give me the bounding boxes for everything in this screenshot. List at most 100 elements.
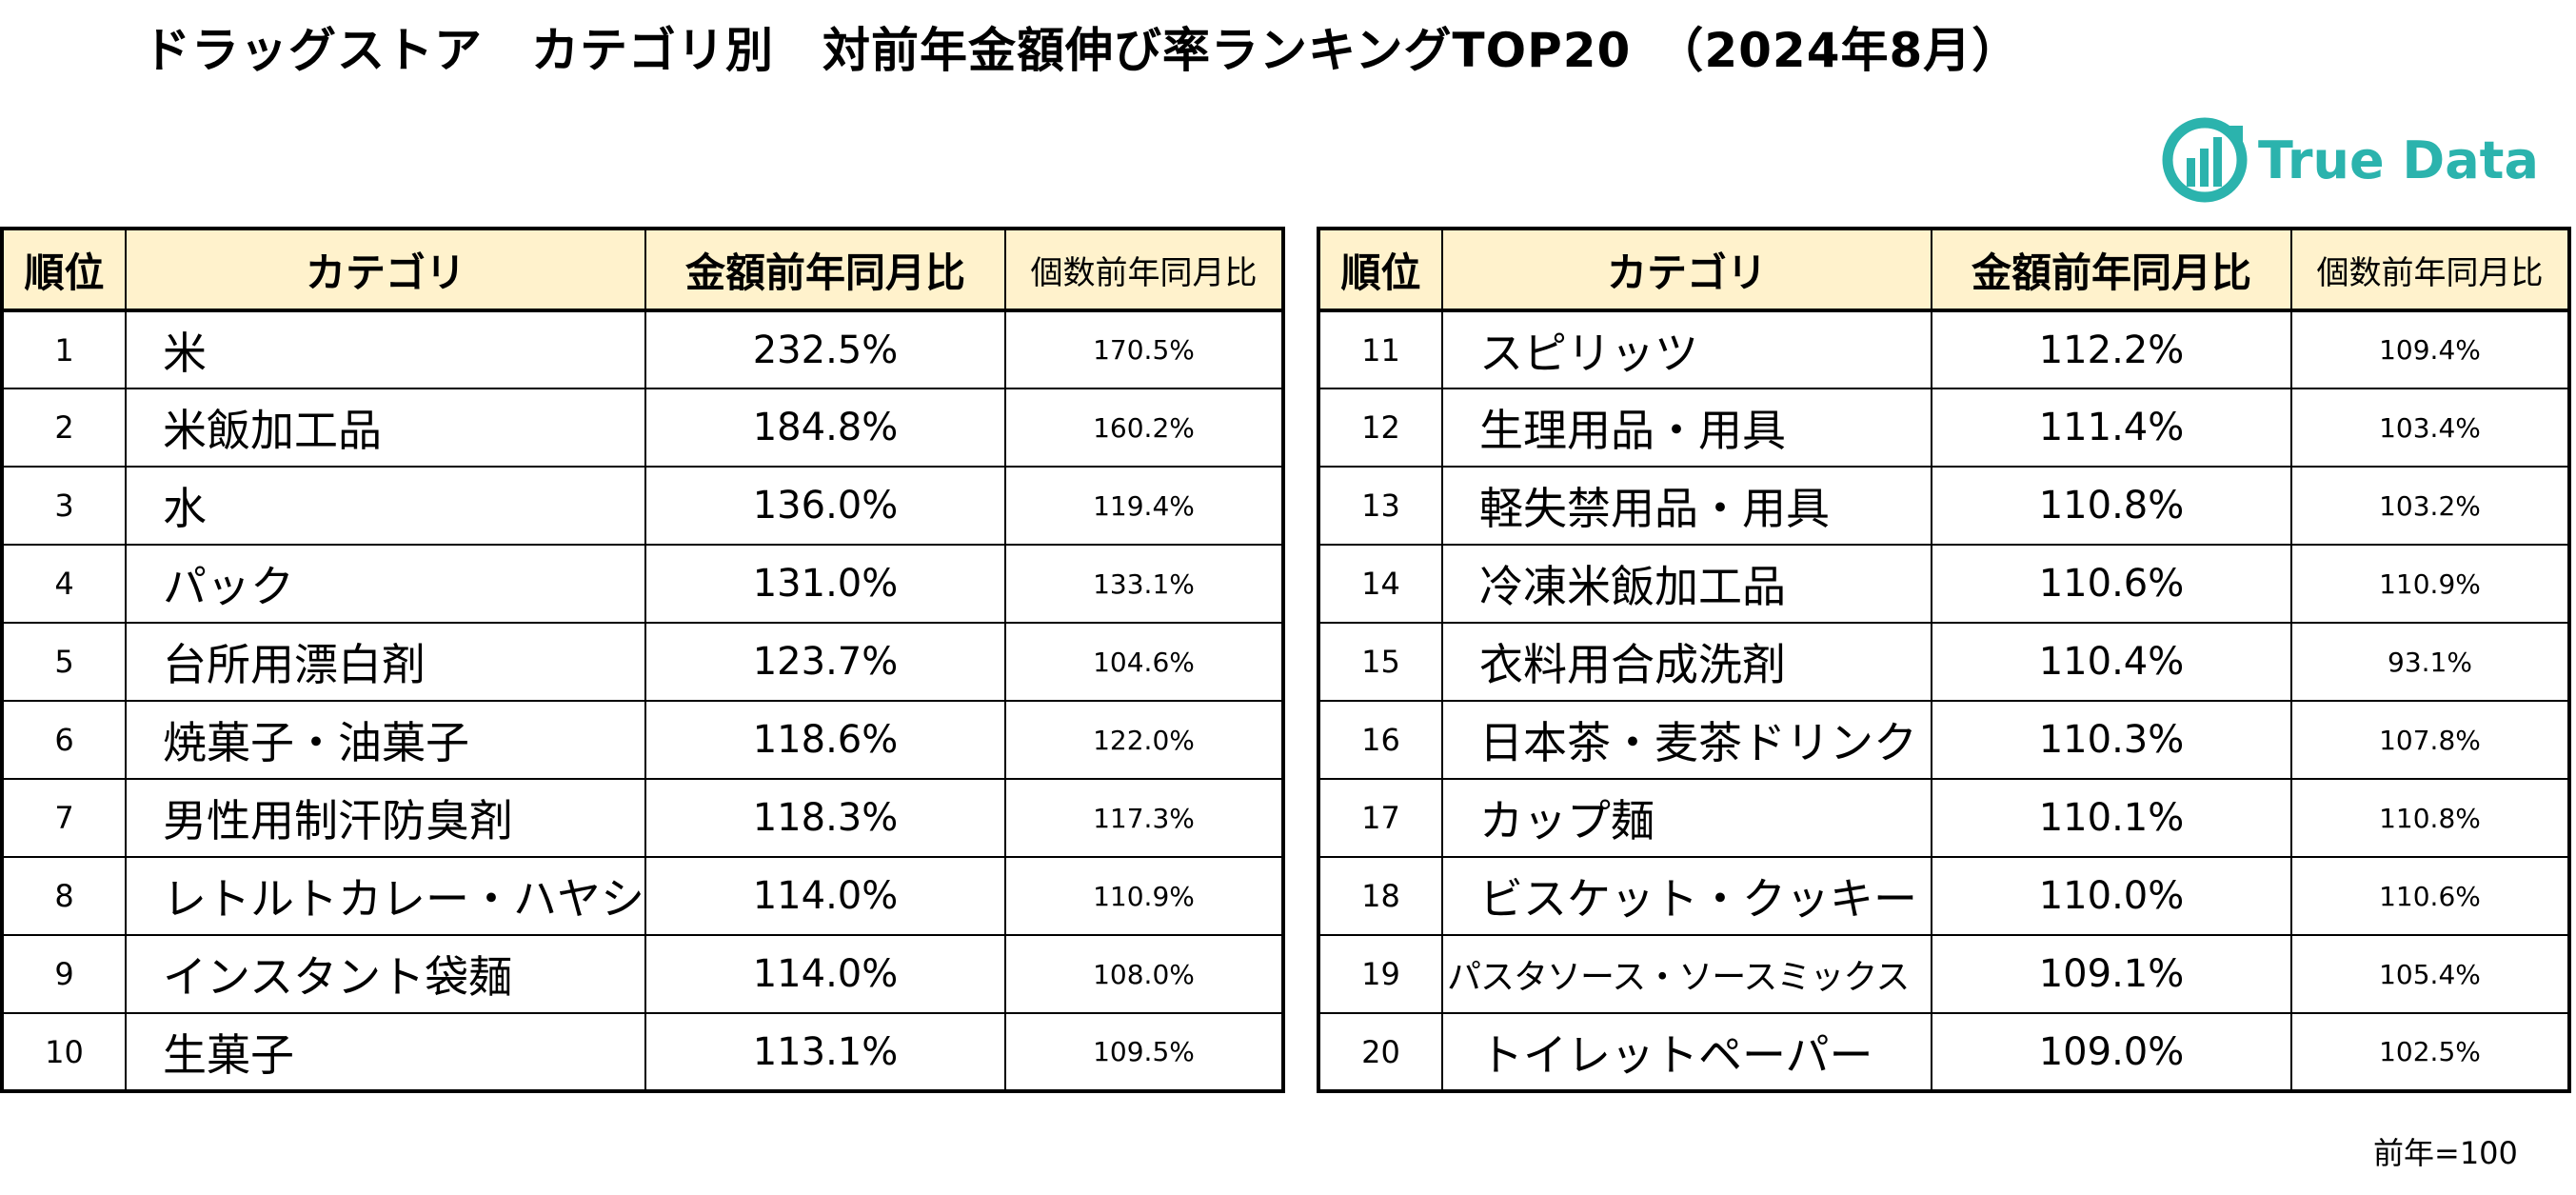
rank-cell: 14 [1318,544,1443,624]
rank-cell: 3 [1,466,127,546]
rank-cell: 7 [1,778,127,858]
count-yoy-cell: 110.9% [1004,856,1284,936]
amount-yoy-cell: 110.1% [1931,778,2292,858]
category-cell: パスタソース・ソースミックス [1441,934,1932,1014]
category-cell: ビスケット・クッキー [1441,856,1932,936]
category-cell: 生理用品・用具 [1441,388,1932,468]
header-category: カテゴリ [1441,228,1932,312]
count-yoy-cell: 107.8% [2290,700,2570,780]
category-cell: パック [125,544,646,624]
amount-yoy-cell: 109.0% [1931,1012,2292,1092]
header-count-yoy: 個数前年同月比 [1004,228,1284,312]
amount-yoy-cell: 111.4% [1931,388,2292,468]
category-cell: 軽失禁用品・用具 [1441,466,1932,546]
count-yoy-cell: 102.5% [2290,1012,2570,1092]
amount-yoy-cell: 118.6% [644,700,1006,780]
baseline-note: 前年=100 [2373,1135,2518,1171]
count-yoy-cell: 105.4% [2290,934,2570,1014]
rank-cell: 13 [1318,466,1443,546]
truedata-logo: True Data [2161,112,2539,208]
count-yoy-cell: 170.5% [1004,309,1284,389]
table-row: 3 水 136.0% 119.4% [1,466,1284,546]
table-row: 11 スピリッツ 112.2% 109.4% [1318,309,2570,389]
header-amount-yoy: 金額前年同月比 [1931,228,2292,312]
header-amount-yoy: 金額前年同月比 [644,228,1006,312]
amount-yoy-cell: 184.8% [644,388,1006,468]
table-row: 17 カップ麺 110.1% 110.8% [1318,778,2570,858]
truedata-logo-icon [2162,117,2248,203]
amount-yoy-cell: 118.3% [644,778,1006,858]
amount-yoy-cell: 232.5% [644,309,1006,389]
table-row: 19 パスタソース・ソースミックス 109.1% 105.4% [1318,934,2570,1014]
category-cell: スピリッツ [1441,309,1932,389]
table-row: 5 台所用漂白剤 123.7% 104.6% [1,622,1284,702]
table-row: 7 男性用制汗防臭剤 118.3% 117.3% [1,778,1284,858]
table-row: 9 インスタント袋麺 114.0% 108.0% [1,934,1284,1014]
table-row: 6 焼菓子・油菓子 118.6% 122.0% [1,700,1284,780]
amount-yoy-cell: 110.8% [1931,466,2292,546]
amount-yoy-cell: 114.0% [644,856,1006,936]
table-row: 18 ビスケット・クッキー 110.0% 110.6% [1318,856,2570,936]
table-row: 20 トイレットペーパー 109.0% 102.5% [1318,1012,2570,1092]
amount-yoy-cell: 136.0% [644,466,1006,546]
rank-cell: 15 [1318,622,1443,702]
truedata-logo-text: True Data [2258,129,2539,190]
amount-yoy-cell: 110.3% [1931,700,2292,780]
category-cell: 男性用制汗防臭剤 [125,778,646,858]
rank-cell: 16 [1318,700,1443,780]
count-yoy-cell: 133.1% [1004,544,1284,624]
count-yoy-cell: 119.4% [1004,466,1284,546]
count-yoy-cell: 108.0% [1004,934,1284,1014]
category-cell: レトルトカレー・ハヤシ [125,856,646,936]
table-row: 12 生理用品・用具 111.4% 103.4% [1318,388,2570,468]
count-yoy-cell: 93.1% [2290,622,2570,702]
table-row: 1 米 232.5% 170.5% [1,309,1284,389]
table-row: 13 軽失禁用品・用具 110.8% 103.2% [1318,466,2570,546]
ranking-table-left: 順位 カテゴリ 金額前年同月比 個数前年同月比 1 米 232.5% 170.5… [0,227,1285,1093]
category-cell: 衣料用合成洗剤 [1441,622,1932,702]
count-yoy-cell: 110.6% [2290,856,2570,936]
category-cell: 焼菓子・油菓子 [125,700,646,780]
rank-cell: 6 [1,700,127,780]
header-category: カテゴリ [125,228,646,312]
rank-cell: 5 [1,622,127,702]
amount-yoy-cell: 131.0% [644,544,1006,624]
amount-yoy-cell: 110.6% [1931,544,2292,624]
table-row: 4 パック 131.0% 133.1% [1,544,1284,624]
table-row: 16 日本茶・麦茶ドリンク 110.3% 107.8% [1318,700,2570,780]
table-row: 10 生菓子 113.1% 109.5% [1,1012,1284,1092]
category-cell: 台所用漂白剤 [125,622,646,702]
category-cell: 生菓子 [125,1012,646,1092]
header-rank: 順位 [1,228,127,312]
amount-yoy-cell: 109.1% [1931,934,2292,1014]
amount-yoy-cell: 112.2% [1931,309,2292,389]
category-cell: 日本茶・麦茶ドリンク [1441,700,1932,780]
rank-cell: 11 [1318,309,1443,389]
category-cell: インスタント袋麺 [125,934,646,1014]
count-yoy-cell: 122.0% [1004,700,1284,780]
category-cell: トイレットペーパー [1441,1012,1932,1092]
rank-cell: 8 [1,856,127,936]
count-yoy-cell: 109.4% [2290,309,2570,389]
category-cell: 米 [125,309,646,389]
count-yoy-cell: 110.9% [2290,544,2570,624]
table-row: 15 衣料用合成洗剤 110.4% 93.1% [1318,622,2570,702]
amount-yoy-cell: 123.7% [644,622,1006,702]
amount-yoy-cell: 113.1% [644,1012,1006,1092]
rank-cell: 1 [1,309,127,389]
count-yoy-cell: 103.4% [2290,388,2570,468]
rank-cell: 12 [1318,388,1443,468]
rank-cell: 20 [1318,1012,1443,1092]
rank-cell: 2 [1,388,127,468]
category-cell: 冷凍米飯加工品 [1441,544,1932,624]
count-yoy-cell: 160.2% [1004,388,1284,468]
rank-cell: 17 [1318,778,1443,858]
category-cell: カップ麺 [1441,778,1932,858]
amount-yoy-cell: 114.0% [644,934,1006,1014]
page-title: ドラッグストア カテゴリ別 対前年金額伸び率ランキングTOP20 （2024年8… [143,23,2021,78]
rank-cell: 10 [1,1012,127,1092]
ranking-table-right: 順位 カテゴリ 金額前年同月比 個数前年同月比 11 スピリッツ 112.2% … [1317,227,2571,1093]
count-yoy-cell: 109.5% [1004,1012,1284,1092]
category-cell: 米飯加工品 [125,388,646,468]
table-header-row: 順位 カテゴリ 金額前年同月比 個数前年同月比 [1318,228,2570,312]
